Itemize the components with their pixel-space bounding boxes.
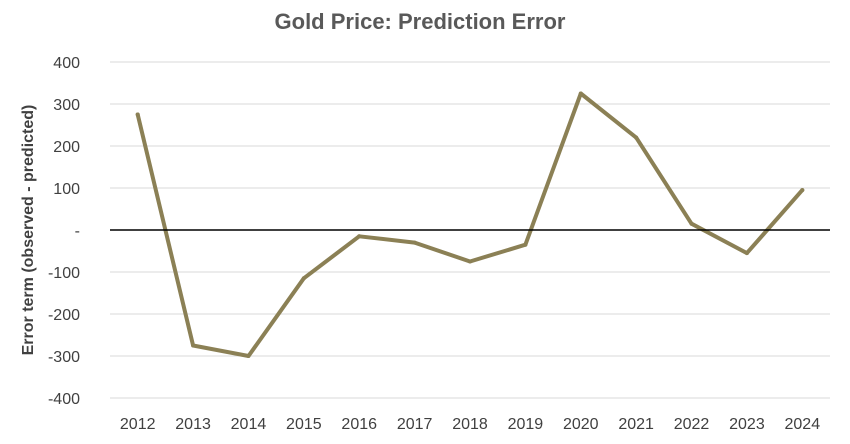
x-tick-label: 2012 <box>120 416 156 433</box>
series-line <box>135 91 805 358</box>
y-tick-label: 100 <box>53 181 80 198</box>
y-tick-label: -200 <box>48 307 80 324</box>
y-tick-label: 300 <box>53 97 80 114</box>
data-point <box>412 240 417 245</box>
y-tick-labels: 400 300 200 100 - -100 -200 -300 -400 <box>48 55 80 408</box>
y-tick-label: 200 <box>53 139 80 156</box>
data-point <box>468 259 472 264</box>
x-tick-label: 2017 <box>397 416 433 433</box>
chart-title: Gold Price: Prediction Error <box>275 9 566 34</box>
data-point <box>135 112 140 117</box>
y-tick-label: -300 <box>48 349 80 366</box>
data-point <box>246 354 251 358</box>
x-tick-label: 2023 <box>729 416 765 433</box>
y-tick-label: -400 <box>48 391 80 408</box>
x-tick-label: 2015 <box>286 416 322 433</box>
data-point <box>523 242 528 247</box>
x-tick-label: 2014 <box>231 416 267 433</box>
x-tick-label: 2020 <box>563 416 599 433</box>
data-point <box>301 276 306 281</box>
x-tick-label: 2019 <box>508 416 544 433</box>
x-tick-labels: 2012 2013 2014 2015 2016 2017 2018 2019 2020 2021… <box>120 416 820 433</box>
y-axis-label: Error term (observed - predicted) <box>20 105 37 356</box>
data-point <box>191 343 196 348</box>
data-point <box>689 221 694 226</box>
x-tick-label: 2018 <box>452 416 488 433</box>
x-tick-label: 2021 <box>618 416 654 433</box>
x-tick-label: 2013 <box>175 416 211 433</box>
data-point <box>744 251 749 256</box>
data-point <box>578 91 583 96</box>
data-point <box>800 188 805 193</box>
y-tick-label: 400 <box>53 55 80 72</box>
gridlines <box>110 61 830 399</box>
y-tick-label: - <box>75 223 80 240</box>
x-tick-label: 2022 <box>674 416 710 433</box>
data-point <box>357 234 362 239</box>
series-layer <box>110 91 830 358</box>
x-tick-label: 2016 <box>341 416 377 433</box>
x-tick-label: 2024 <box>785 416 821 433</box>
y-tick-label: -100 <box>48 265 80 282</box>
data-point <box>634 135 639 140</box>
